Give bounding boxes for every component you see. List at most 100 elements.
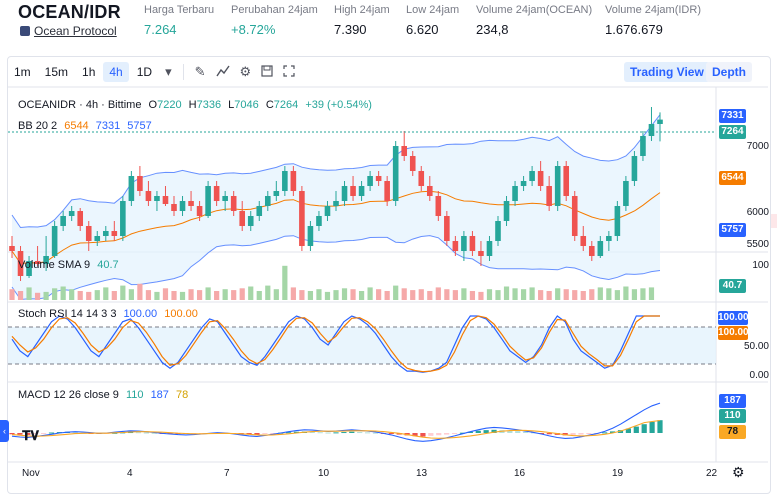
macd-hist-bar (562, 433, 568, 436)
candle-body (162, 196, 169, 204)
macd-hist-bar (428, 433, 434, 436)
volume-bar (316, 289, 322, 300)
volume-bar (623, 286, 629, 300)
interval-1d[interactable]: 1D (136, 65, 153, 79)
bb-up-tag: 7331 (719, 109, 746, 123)
fullscreen-icon[interactable] (283, 64, 295, 80)
volume-bar (111, 291, 117, 300)
stoch-d-tag: 100.00 (718, 326, 749, 340)
volume-bar (384, 291, 390, 300)
price-tick: 6000 (746, 207, 769, 218)
chart-type-icon[interactable] (215, 65, 230, 80)
volume-bar (222, 289, 228, 300)
settings-icon[interactable]: ⚙ (239, 64, 252, 79)
x-tick: 22 (706, 468, 718, 479)
depth-button[interactable]: Depth (706, 62, 752, 82)
stat-value: 234,8 (476, 22, 509, 37)
volume-bar (171, 291, 177, 300)
pair-title: OCEAN/IDR (18, 2, 121, 22)
signal-tag: 78 (719, 425, 746, 439)
low-value: 7046 (234, 99, 259, 111)
macd-hist-bar (372, 432, 379, 434)
candle-body (290, 171, 297, 191)
save-icon[interactable] (261, 64, 273, 80)
volume-bar (26, 287, 32, 300)
macd-hist-bar (459, 432, 466, 434)
stoch-d-value: 100.00 (164, 308, 198, 320)
candle-body (588, 246, 595, 256)
high-value: 7336 (196, 99, 222, 111)
volume-bar (563, 289, 569, 300)
candle-body (529, 171, 535, 181)
candle-body (469, 236, 476, 251)
candle-body (111, 231, 118, 236)
low-label: L (228, 99, 235, 111)
stoch-tick: 0.00 (749, 370, 769, 381)
macd-hist-bar (33, 433, 39, 434)
scroll-left-button[interactable]: ‹ (0, 420, 9, 442)
chart-toolbar: 1m 15m 1h 4h 1D ▾ ✎ ⚙ (8, 60, 766, 84)
macd-hist-bar (254, 433, 260, 435)
volume-bar (120, 285, 126, 300)
candle-body (205, 186, 211, 216)
stoch-legend: Stoch RSI 14 14 3 3 100.00 100.00 (18, 308, 198, 320)
candle-body (120, 201, 126, 236)
candle-body (9, 246, 15, 251)
stat-value: 6.620 (406, 22, 439, 37)
interval-1h[interactable]: 1h (82, 65, 96, 79)
candle-body (580, 236, 587, 246)
candle-body (324, 206, 331, 216)
macd-hist-bar (412, 433, 418, 437)
volume-bar (631, 289, 638, 300)
candle-body (102, 231, 109, 236)
side-handle[interactable] (771, 214, 777, 228)
bb-upper-line (11, 114, 661, 229)
price-tick: 5500 (746, 239, 769, 250)
project-link-label[interactable]: Ocean Protocol (34, 24, 117, 38)
draw-icon[interactable]: ✎ (194, 64, 206, 79)
volume-bar (555, 288, 561, 300)
candle-body (520, 181, 527, 186)
candle-body (239, 211, 246, 226)
x-tick: 16 (514, 468, 526, 479)
stoch-k-line (11, 315, 660, 373)
volume-bar (214, 291, 220, 300)
macd-hist-bar (586, 433, 592, 434)
macd-hist-bar (467, 431, 473, 433)
candle-body (316, 216, 322, 226)
volume-bar (486, 289, 493, 300)
candle-body (631, 156, 638, 181)
candle-body (392, 146, 399, 201)
x-tick: 7 (224, 468, 230, 479)
macd-hist-bar (523, 431, 529, 433)
volume-bar (350, 289, 356, 300)
volume-bar (614, 290, 620, 300)
macd-hist-bar (293, 431, 300, 433)
chart-settings-icon[interactable]: ⚙ (732, 464, 745, 480)
interval-15m[interactable]: 15m (44, 65, 69, 79)
candle-body (597, 241, 604, 256)
volume-bar (307, 291, 314, 300)
volume-bar (367, 287, 373, 300)
candle-body (77, 211, 84, 226)
macd-hist-bar (262, 433, 268, 434)
candle-body (85, 226, 92, 241)
stat-last-price: Harga Terbaru 7.264 (144, 4, 214, 37)
volume-bar (444, 289, 450, 300)
interval-4h[interactable]: 4h (103, 62, 129, 82)
open-label: O (148, 99, 158, 111)
project-link[interactable]: Ocean Protocol (20, 24, 117, 38)
volume-bar (205, 287, 211, 300)
interval-1m[interactable]: 1m (14, 65, 31, 79)
candle-body (43, 256, 49, 264)
candle-body (512, 186, 518, 201)
macd-hist-bar (341, 432, 347, 434)
stat-high-24h: High 24jam 7.390 (334, 4, 390, 37)
volume-bar (34, 292, 41, 300)
macd-hist-bar (246, 433, 252, 435)
chevron-down-icon[interactable]: ▾ (165, 64, 172, 79)
macd-hist-bar (151, 432, 157, 434)
trading-view-button[interactable]: Trading View (624, 62, 710, 82)
volume-bar (503, 286, 510, 300)
